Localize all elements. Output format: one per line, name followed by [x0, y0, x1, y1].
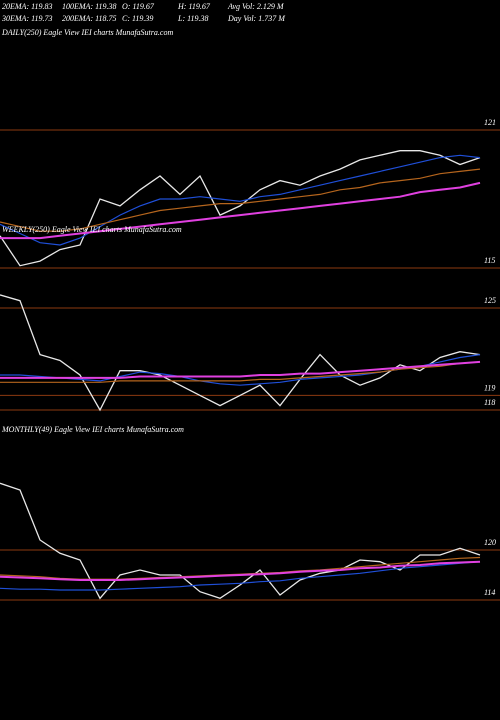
stat-label: H: 119.67 — [177, 2, 211, 11]
stat-label: O: 119.67 — [122, 2, 155, 11]
panel-title: DAILY(250) Eagle View IEI charts MunafaS… — [1, 28, 173, 37]
stat-label: 20EMA: 119.83 — [2, 2, 53, 11]
price-line — [0, 294, 481, 412]
price-line — [0, 181, 481, 240]
price-line — [0, 482, 481, 600]
y-tick-label: 121 — [484, 118, 496, 127]
stat-label: Day Vol: 1.737 M — [227, 14, 286, 23]
y-tick-label: 114 — [484, 588, 495, 597]
y-tick-label: 118 — [484, 398, 495, 407]
stat-label: C: 119.39 — [122, 14, 153, 23]
price-line — [0, 154, 481, 246]
y-tick-label: 119 — [484, 383, 495, 392]
stat-label: 100EMA: 119.38 — [62, 2, 117, 11]
panel-title: MONTHLY(49) Eagle View IEI charts Munafa… — [1, 425, 184, 434]
stat-label: 200EMA: 118.75 — [62, 14, 117, 23]
stat-label: L: 119.38 — [177, 14, 209, 23]
price-line — [0, 560, 481, 581]
price-line — [0, 561, 481, 591]
price-line — [0, 168, 481, 232]
y-tick-label: 115 — [484, 256, 495, 265]
y-tick-label: 120 — [484, 538, 496, 547]
stat-label: Avg Vol: 2.129 M — [227, 2, 285, 11]
price-line — [0, 360, 481, 379]
y-tick-label: 125 — [484, 296, 496, 305]
price-line — [0, 361, 481, 383]
panel-title: WEEKLY(250) Eagle View IEI charts Munafa… — [2, 225, 182, 234]
price-line — [0, 150, 481, 267]
stat-label: 30EMA: 119.73 — [1, 14, 53, 23]
